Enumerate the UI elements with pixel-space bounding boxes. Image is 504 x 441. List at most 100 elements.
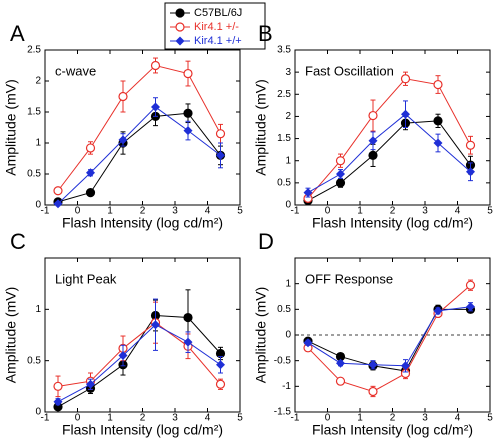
- y-tick-label: 0: [35, 407, 41, 418]
- marker: [183, 337, 193, 347]
- panel-letter: B: [258, 21, 273, 46]
- panel: D OFF Response Flash Intensity (log cd/m²)…: [253, 229, 494, 438]
- x-tick-label: 3: [172, 206, 178, 217]
- x-tick-label: 5: [237, 413, 243, 424]
- x-tick-label: 2: [140, 206, 146, 217]
- marker: [368, 386, 378, 397]
- marker: [175, 8, 185, 18]
- panel: Ac-wave Flash Intensity (log cd/m²) Amplit…: [3, 21, 244, 231]
- marker: [368, 150, 378, 160]
- marker: [183, 126, 193, 136]
- x-axis-label: Flash Intensity (log cd/m²): [312, 422, 473, 438]
- x-tick-label: 3: [422, 206, 428, 217]
- x-tick-label: 4: [455, 413, 461, 424]
- y-tick-label: 0: [35, 200, 41, 211]
- x-tick-label: -1: [291, 413, 300, 424]
- marker: [216, 360, 225, 370]
- y-tick-label: 0.5: [277, 304, 291, 315]
- marker: [433, 79, 443, 90]
- y-tick-label: 2: [285, 111, 291, 122]
- marker: [465, 280, 476, 290]
- panel: B Fast Oscillation Flash Intensity (log cd…: [253, 21, 494, 231]
- x-tick-label: 2: [390, 206, 396, 217]
- panel-title: OFF Response: [305, 271, 393, 286]
- x-tick-label: -1: [41, 206, 50, 217]
- marker: [118, 351, 128, 361]
- series-line: [57, 322, 221, 387]
- marker: [151, 320, 160, 330]
- y-tick-label: 1.5: [27, 107, 41, 118]
- y-tick-label: 2: [35, 76, 41, 87]
- y-tick-label: 1: [35, 138, 41, 149]
- marker: [215, 129, 226, 139]
- y-tick-label: 3: [285, 67, 291, 78]
- y-tick-label: 0.5: [277, 177, 291, 188]
- x-tick-label: 4: [455, 206, 461, 217]
- panel-title: Fast Oscillation: [305, 63, 394, 78]
- x-axis-label: Flash Intensity (log cd/m²): [62, 215, 223, 231]
- y-tick-label: 1: [285, 278, 291, 289]
- x-tick-label: 3: [172, 413, 178, 424]
- marker: [53, 186, 63, 196]
- series-line: [57, 324, 221, 403]
- series-line: [307, 113, 471, 194]
- marker: [401, 109, 410, 119]
- series-line: [307, 284, 471, 393]
- x-tick-label: 4: [205, 206, 211, 217]
- x-axis-label: Flash Intensity (log cd/m²): [312, 215, 473, 231]
- marker: [336, 358, 345, 368]
- y-tick-label: 0: [285, 330, 291, 341]
- marker: [53, 397, 63, 407]
- panel-letter: D: [258, 229, 274, 254]
- x-tick-label: 1: [107, 206, 113, 217]
- marker: [335, 178, 346, 188]
- marker: [150, 60, 161, 71]
- y-tick-label: 1: [35, 304, 41, 315]
- marker: [175, 36, 185, 46]
- x-tick-label: 0: [75, 206, 81, 217]
- marker: [433, 306, 443, 316]
- series-line: [57, 106, 221, 205]
- x-tick-label: 3: [422, 413, 428, 424]
- series-line: [307, 78, 471, 199]
- marker: [215, 379, 226, 389]
- marker: [466, 167, 475, 177]
- marker: [118, 91, 128, 102]
- y-tick-label: 2.5: [27, 45, 41, 56]
- y-axis-label: Amplitude (mV): [253, 79, 269, 175]
- y-axis-label: Amplitude (mV): [3, 79, 19, 175]
- marker: [151, 102, 160, 112]
- y-tick-label: 2.5: [277, 89, 291, 100]
- y-tick-label: 1.5: [277, 133, 291, 144]
- x-tick-label: 0: [325, 206, 331, 217]
- panel-title: Light Peak: [55, 271, 117, 286]
- marker: [216, 150, 225, 160]
- marker: [183, 312, 193, 323]
- x-tick-label: 0: [75, 413, 81, 424]
- series-line: [307, 308, 471, 372]
- marker: [368, 110, 378, 121]
- marker: [433, 116, 443, 126]
- marker: [183, 68, 193, 79]
- marker: [466, 302, 475, 312]
- series-line: [307, 120, 471, 202]
- x-tick-label: 5: [487, 413, 493, 424]
- legend-label: C57BL/6J: [194, 7, 242, 19]
- series-line: [57, 112, 221, 203]
- y-tick-label: 3.5: [277, 45, 291, 56]
- marker: [85, 143, 96, 153]
- marker: [183, 108, 193, 118]
- marker: [53, 199, 63, 209]
- y-tick-label: 0: [285, 200, 291, 211]
- marker: [335, 376, 346, 386]
- marker: [465, 140, 476, 150]
- x-tick-label: 1: [357, 413, 363, 424]
- y-tick-label: 0.5: [27, 355, 41, 366]
- marker: [86, 379, 95, 389]
- y-tick-label: -0.5: [274, 355, 292, 366]
- y-tick-label: 0.5: [27, 169, 41, 180]
- marker: [86, 168, 95, 178]
- series-line: [307, 306, 471, 367]
- marker: [175, 22, 185, 32]
